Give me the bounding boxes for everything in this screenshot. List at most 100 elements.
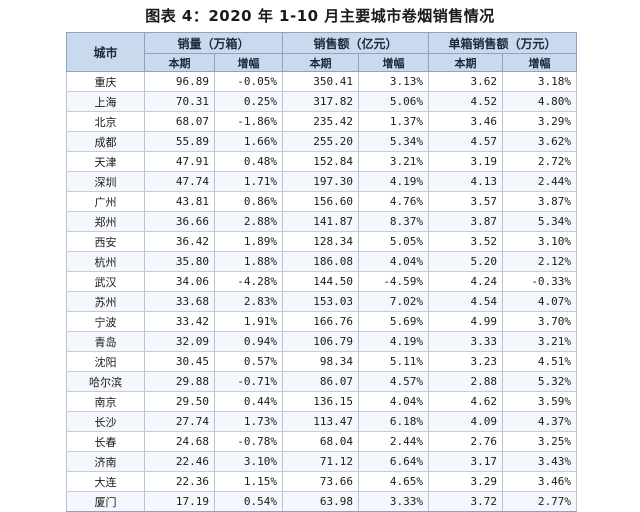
cell-unit-sales: 3.33 — [428, 331, 504, 352]
cell-unit-sales: 4.13 — [428, 171, 504, 192]
header-sub-growth: 增幅 — [213, 53, 284, 72]
cell-volume-growth: 1.15% — [213, 471, 284, 492]
table-row: 北京 68.07 -1.86% 235.42 1.37% 3.46 3.29% — [66, 111, 578, 132]
header-group-sales: 销售额（亿元） — [282, 32, 430, 54]
cell-sales: 144.50 — [282, 271, 360, 292]
cell-volume-growth: 1.73% — [213, 411, 284, 432]
table-row: 长沙 27.74 1.73% 113.47 6.18% 4.09 4.37% — [66, 411, 578, 432]
cell-unit-sales: 3.46 — [428, 111, 504, 132]
cell-sales: 136.15 — [282, 391, 360, 412]
cell-sales-growth: 5.05% — [358, 231, 430, 252]
cell-sales: 73.66 — [282, 471, 360, 492]
cell-volume: 68.07 — [144, 111, 215, 132]
cell-city: 宁波 — [66, 311, 145, 332]
cell-volume: 36.66 — [144, 211, 215, 232]
cell-volume: 17.19 — [144, 491, 215, 512]
cell-city: 深圳 — [66, 171, 145, 192]
cell-unit-sales: 4.09 — [428, 411, 504, 432]
cell-volume: 96.89 — [144, 71, 215, 92]
cell-sales-growth: 3.13% — [358, 71, 430, 92]
cell-unit-sales-growth: 3.70% — [502, 311, 578, 332]
header-group-unit-sales: 单箱销售额（万元） — [428, 32, 578, 54]
cell-unit-sales: 3.87 — [428, 211, 504, 232]
table-row: 济南 22.46 3.10% 71.12 6.64% 3.17 3.43% — [66, 451, 578, 472]
cell-unit-sales-growth: 3.46% — [502, 471, 578, 492]
cell-city: 上海 — [66, 91, 145, 112]
cell-sales: 350.41 — [282, 71, 360, 92]
cell-unit-sales: 3.29 — [428, 471, 504, 492]
cell-sales: 86.07 — [282, 371, 360, 392]
cell-city: 青岛 — [66, 331, 145, 352]
cell-volume-growth: 1.71% — [213, 171, 284, 192]
table-row: 苏州 33.68 2.83% 153.03 7.02% 4.54 4.07% — [66, 291, 578, 312]
city-cigarette-sales-table: 城市 销量（万箱） 销售额（亿元） 单箱销售额（万元） 本期 增幅 本期 增幅 … — [66, 32, 578, 512]
cell-sales: 255.20 — [282, 131, 360, 152]
cell-sales-growth: 6.18% — [358, 411, 430, 432]
cell-sales-growth: 7.02% — [358, 291, 430, 312]
cell-unit-sales: 2.76 — [428, 431, 504, 452]
cell-sales: 152.84 — [282, 151, 360, 172]
cell-unit-sales-growth: 3.10% — [502, 231, 578, 252]
cell-unit-sales: 3.52 — [428, 231, 504, 252]
table-caption: 图表 4：2020 年 1-10 月主要城市卷烟销售情况 — [145, 7, 495, 25]
header-row-groups: 城市 销量（万箱） 销售额（亿元） 单箱销售额（万元） — [66, 32, 578, 72]
cell-volume: 36.42 — [144, 231, 215, 252]
table-row: 宁波 33.42 1.91% 166.76 5.69% 4.99 3.70% — [66, 311, 578, 332]
cell-unit-sales-growth: 3.43% — [502, 451, 578, 472]
cell-city: 沈阳 — [66, 351, 145, 372]
table-row: 大连 22.36 1.15% 73.66 4.65% 3.29 3.46% — [66, 471, 578, 492]
cell-volume-growth: -4.28% — [213, 271, 284, 292]
cell-unit-sales-growth: 5.34% — [502, 211, 578, 232]
cell-volume: 55.89 — [144, 131, 215, 152]
cell-sales: 235.42 — [282, 111, 360, 132]
table-row: 长春 24.68 -0.78% 68.04 2.44% 2.76 3.25% — [66, 431, 578, 452]
table-row: 杭州 35.80 1.88% 186.08 4.04% 5.20 2.12% — [66, 251, 578, 272]
cell-volume-growth: 0.94% — [213, 331, 284, 352]
table-row: 成都 55.89 1.66% 255.20 5.34% 4.57 3.62% — [66, 131, 578, 152]
cell-city: 杭州 — [66, 251, 145, 272]
cell-unit-sales: 4.54 — [428, 291, 504, 312]
header-sub-current: 本期 — [282, 53, 360, 72]
cell-sales-growth: 5.06% — [358, 91, 430, 112]
cell-volume-growth: 0.57% — [213, 351, 284, 372]
cell-unit-sales-growth: 3.25% — [502, 431, 578, 452]
table-row: 上海 70.31 0.25% 317.82 5.06% 4.52 4.80% — [66, 91, 578, 112]
cell-sales: 153.03 — [282, 291, 360, 312]
table-row: 重庆 96.89 -0.05% 350.41 3.13% 3.62 3.18% — [66, 71, 578, 92]
cell-volume-growth: -0.78% — [213, 431, 284, 452]
cell-city: 北京 — [66, 111, 145, 132]
cell-city: 长沙 — [66, 411, 145, 432]
cell-volume-growth: 0.25% — [213, 91, 284, 112]
cell-volume: 35.80 — [144, 251, 215, 272]
cell-city: 南京 — [66, 391, 145, 412]
cell-unit-sales-growth: -0.33% — [502, 271, 578, 292]
cell-city: 厦门 — [66, 491, 145, 512]
cell-volume: 70.31 — [144, 91, 215, 112]
cell-volume: 22.36 — [144, 471, 215, 492]
cell-unit-sales-growth: 2.44% — [502, 171, 578, 192]
table-row: 天津 47.91 0.48% 152.84 3.21% 3.19 2.72% — [66, 151, 578, 172]
header-city: 城市 — [66, 32, 145, 72]
table-row: 南京 29.50 0.44% 136.15 4.04% 4.62 3.59% — [66, 391, 578, 412]
cell-city: 武汉 — [66, 271, 145, 292]
cell-sales: 197.30 — [282, 171, 360, 192]
cell-unit-sales: 4.24 — [428, 271, 504, 292]
cell-unit-sales: 4.99 — [428, 311, 504, 332]
cell-volume: 43.81 — [144, 191, 215, 212]
cell-volume: 33.68 — [144, 291, 215, 312]
cell-unit-sales-growth: 3.87% — [502, 191, 578, 212]
cell-unit-sales: 3.19 — [428, 151, 504, 172]
cell-unit-sales-growth: 2.77% — [502, 491, 578, 512]
cell-unit-sales: 4.62 — [428, 391, 504, 412]
cell-city: 成都 — [66, 131, 145, 152]
cell-sales-growth: 6.64% — [358, 451, 430, 472]
cell-unit-sales-growth: 4.51% — [502, 351, 578, 372]
cell-unit-sales: 2.88 — [428, 371, 504, 392]
cell-volume-growth: -0.05% — [213, 71, 284, 92]
cell-sales-growth: 2.44% — [358, 431, 430, 452]
cell-sales-growth: 4.19% — [358, 331, 430, 352]
cell-unit-sales-growth: 3.29% — [502, 111, 578, 132]
cell-sales-growth: 4.76% — [358, 191, 430, 212]
cell-volume-growth: 2.83% — [213, 291, 284, 312]
cell-sales: 128.34 — [282, 231, 360, 252]
